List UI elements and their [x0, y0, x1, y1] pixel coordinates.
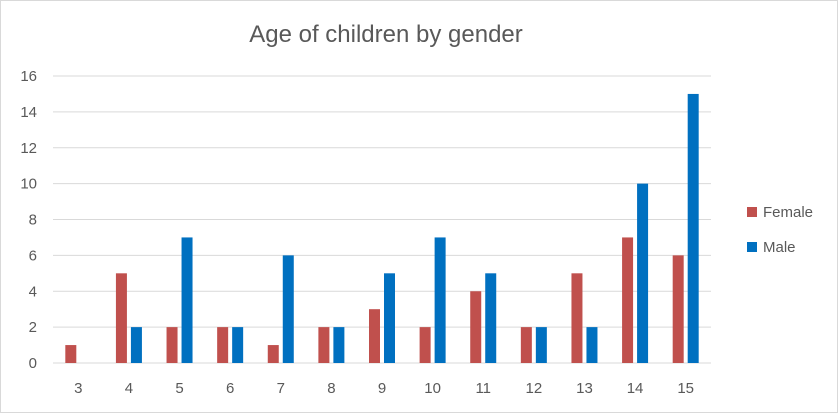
bar-female	[672, 255, 684, 363]
x-tick-label: 14	[627, 380, 644, 397]
bar-male	[586, 327, 598, 363]
bar-female	[65, 345, 77, 363]
bar-female	[166, 327, 178, 363]
y-tick-label: 4	[29, 283, 37, 300]
bar-female	[369, 309, 380, 363]
x-tick-label: 11	[475, 380, 491, 397]
x-tick-label: 9	[378, 380, 386, 397]
bar-male	[384, 273, 395, 363]
x-tick-label: 3	[74, 380, 82, 397]
legend-label-male: Male	[763, 239, 796, 256]
x-tick-label: 10	[424, 380, 441, 397]
bar-male	[535, 327, 547, 363]
legend-swatch-female	[747, 207, 757, 217]
bar-female	[419, 327, 431, 363]
bar-female	[217, 327, 229, 363]
x-tick-label: 15	[677, 380, 694, 397]
bar-female	[571, 273, 583, 363]
legend-label-female: Female	[763, 204, 813, 221]
bar-female	[470, 291, 482, 363]
y-tick-label: 16	[20, 68, 37, 85]
bar-female	[267, 345, 279, 363]
x-tick-label: 6	[226, 380, 234, 397]
bar-male	[637, 183, 649, 363]
bar-male	[485, 273, 497, 363]
bar-female	[622, 237, 634, 363]
chart-title: Age of children by gender	[249, 21, 523, 48]
x-tick-label: 13	[576, 380, 593, 397]
bar-female	[115, 273, 127, 363]
y-tick-label: 6	[29, 247, 37, 264]
bar-male	[130, 327, 142, 363]
bar-male	[434, 237, 446, 363]
bar-male	[333, 327, 345, 363]
x-tick-label: 8	[327, 380, 335, 397]
y-tick-label: 8	[29, 212, 37, 229]
x-tick-label: 4	[125, 380, 133, 397]
bar-male	[181, 237, 193, 363]
bar-female	[318, 327, 330, 363]
bar-male	[232, 327, 244, 363]
x-tick-label: 7	[277, 380, 285, 397]
y-tick-label: 2	[29, 319, 37, 336]
legend-swatch-male	[747, 242, 757, 252]
y-tick-label: 14	[20, 104, 37, 121]
x-tick-label: 5	[175, 380, 183, 397]
y-tick-label: 12	[20, 140, 37, 157]
bar-male	[282, 255, 294, 363]
y-tick-label: 0	[29, 355, 37, 372]
y-tick-label: 10	[20, 176, 37, 193]
bar-male	[687, 93, 699, 363]
bar-female	[520, 327, 532, 363]
x-tick-label: 12	[526, 380, 543, 397]
